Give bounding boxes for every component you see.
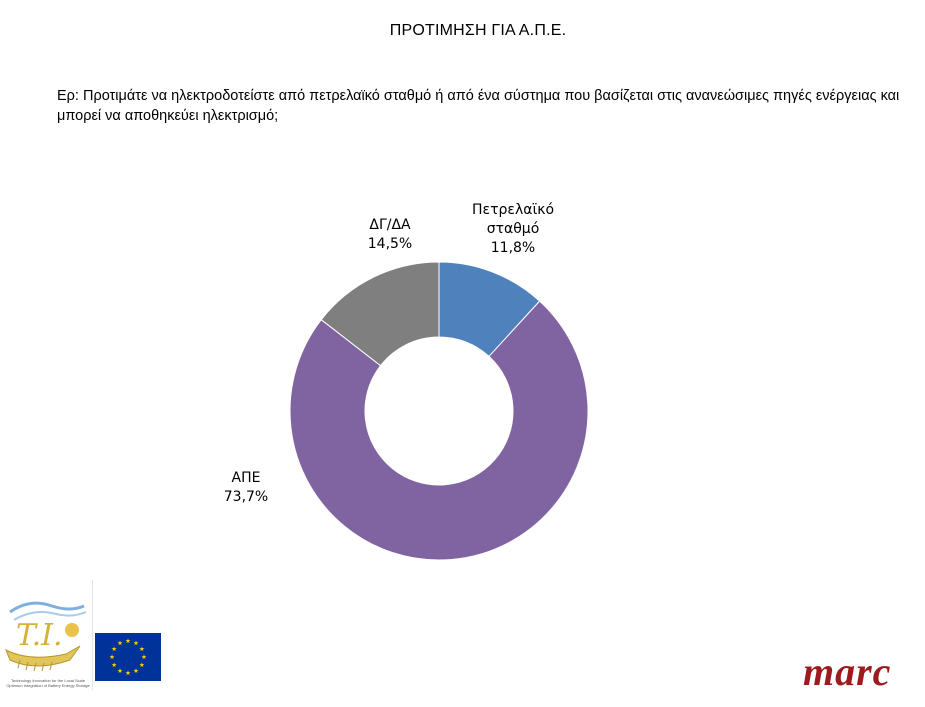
eu-flag-icon xyxy=(95,633,161,681)
eu-star-icon xyxy=(111,662,117,668)
eu-star-icon xyxy=(117,640,123,646)
slice-label: ΑΠΕ 73,7% xyxy=(224,470,268,505)
eu-star-icon xyxy=(133,668,139,673)
donut-slice xyxy=(289,300,589,561)
eu-star-icon xyxy=(109,654,115,660)
eu-star-icon xyxy=(141,654,147,660)
survey-question: Ερ: Προτιμάτε να ηλεκτροδοτείστε από πετ… xyxy=(57,88,900,124)
project-ship-logo-icon: T.I. Technology Innovation for the Local… xyxy=(0,580,93,690)
slice-category-label: σταθμό xyxy=(487,221,540,237)
slice-category-label: ΑΠΕ xyxy=(232,470,261,486)
slice-category-label: Πετρελαϊκό xyxy=(472,202,554,218)
slice-label: ΔΓ/ΔΑ 14,5% xyxy=(368,217,412,252)
slice-category-label: ΔΓ/ΔΑ xyxy=(369,217,411,233)
eu-star-icon xyxy=(139,646,145,652)
eu-star-icon xyxy=(133,640,139,646)
marc-logo: marc xyxy=(803,649,892,694)
slice-value-label: 11,8% xyxy=(491,240,535,256)
page-title: ΠΡΟΤΙΜΗΣΗ ΓΙΑ Α.Π.Ε. xyxy=(389,22,567,39)
logo-caption: Technology Innovation for the Local Scal… xyxy=(6,678,90,688)
slice-value-label: 73,7% xyxy=(224,489,268,505)
eu-star-icon xyxy=(117,668,123,673)
eu-star-icon xyxy=(139,662,145,668)
slice-value-label: 14,5% xyxy=(368,236,412,252)
eu-star-icon xyxy=(125,670,131,676)
slice-label: Πετρελαϊκό σταθμό 11,8% xyxy=(472,202,554,256)
eu-star-icon xyxy=(125,638,131,644)
eu-star-icon xyxy=(111,646,117,652)
donut-slice xyxy=(320,261,440,367)
svg-text:T.I.: T.I. xyxy=(16,618,63,653)
